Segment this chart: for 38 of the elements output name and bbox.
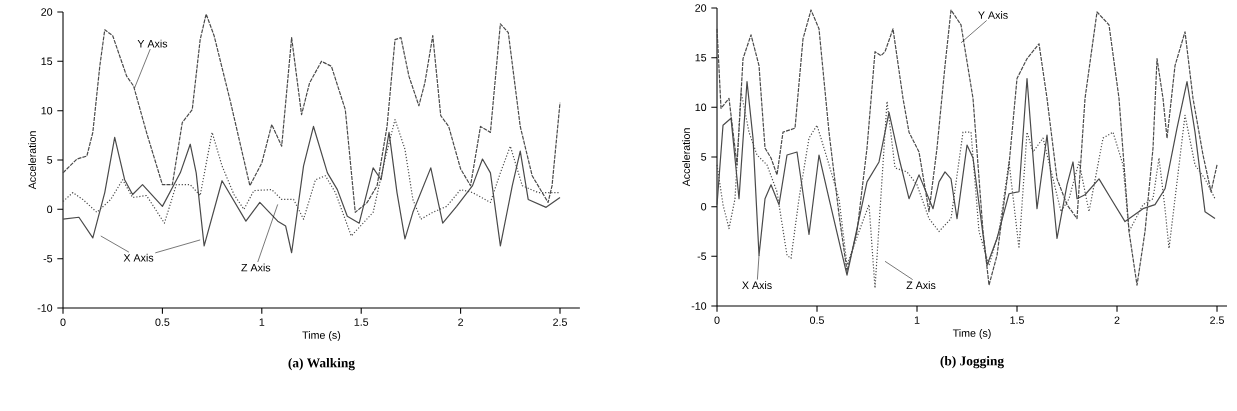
x-tick-label: 0: [60, 318, 66, 326]
y-tick-label: -10: [691, 302, 707, 310]
y-tick-label: 20: [41, 8, 53, 16]
text: Z Axis: [241, 263, 271, 272]
x-tick-label: 0.5: [810, 316, 824, 324]
x-tick-label: 0: [714, 316, 720, 324]
y-tick-label: 15: [695, 53, 707, 62]
y-tick-label: 5: [47, 156, 53, 164]
x-tick-label: 2: [458, 318, 464, 326]
series-label: Y Axis: [137, 39, 168, 48]
y-axis-title: Acceleration: [28, 131, 37, 190]
x-tick-label: 2: [1114, 316, 1120, 324]
x-axis-title: Time (s): [952, 329, 991, 340]
text: Z Axis: [906, 281, 936, 290]
text: (a) Walking: [288, 358, 355, 371]
x-tick-label: 0.5: [155, 318, 170, 326]
y-tick-label: 15: [41, 57, 53, 66]
y-tick-label: -10: [37, 304, 53, 312]
y-tick-label: 0: [701, 202, 707, 211]
y-tick-label: 10: [695, 103, 707, 112]
x-tick-label: 2.5: [1210, 316, 1224, 324]
x-tick-label: 1.5: [1010, 316, 1024, 324]
text: X Axis: [123, 253, 154, 262]
y-tick-label: 20: [695, 4, 707, 12]
text: X Axis: [742, 281, 772, 290]
y-tick-label: -5: [697, 252, 707, 261]
x-tick-label: 1.5: [354, 318, 369, 326]
y-tick-label: -5: [43, 254, 53, 263]
y-axis-title: Acceleration: [682, 128, 691, 187]
y-tick-label: 5: [701, 153, 707, 161]
series-label: Y Axis: [978, 11, 1008, 19]
x-tick-label: 1: [259, 318, 265, 326]
x-axis-title: Time (s): [302, 331, 341, 342]
x-tick-label: 2.5: [553, 318, 567, 326]
y-tick-label: 10: [41, 106, 53, 115]
x-tick-label: 1: [914, 316, 920, 324]
text: (b) Jogging: [940, 356, 1004, 369]
y-tick-label: 0: [47, 205, 53, 214]
